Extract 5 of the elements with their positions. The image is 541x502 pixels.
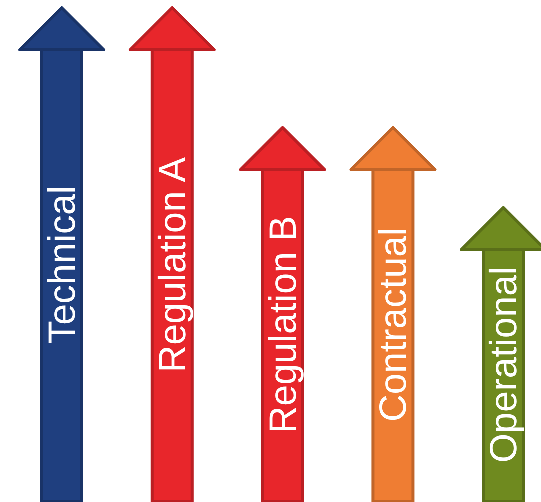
x-tick-label: Contractual	[373, 228, 416, 422]
x-tick-label: Technical	[42, 186, 84, 344]
x-tick-label: Regulation A	[152, 156, 194, 373]
x-tick-label: Regulation B	[262, 216, 305, 434]
x-tick-label: Operational	[484, 266, 526, 464]
